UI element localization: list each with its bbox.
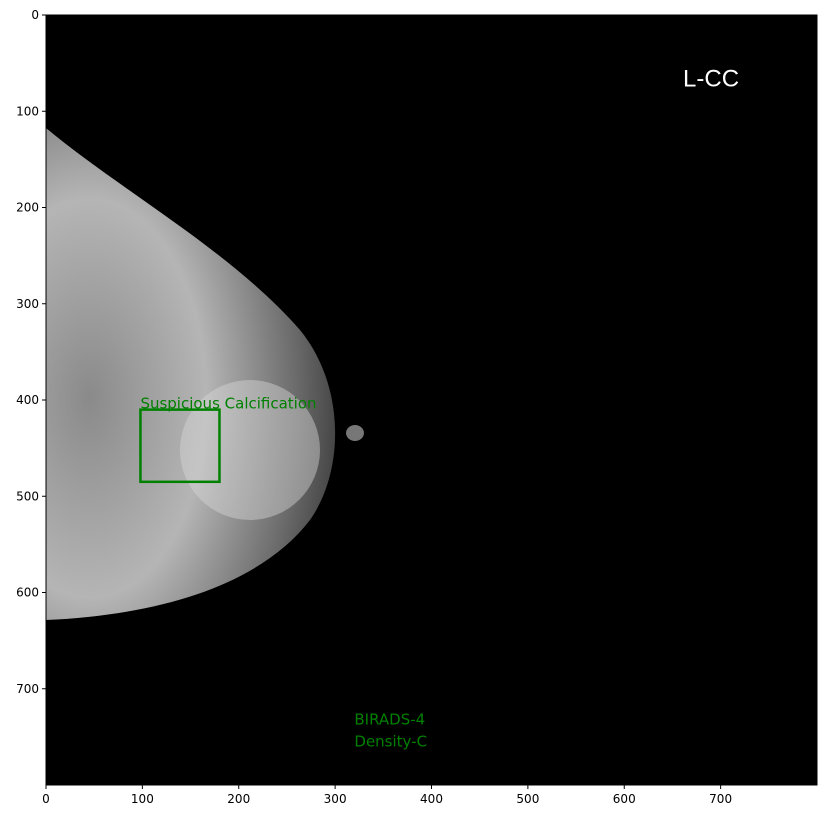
- y-tick-label: 300: [16, 297, 39, 311]
- y-tick-label: 600: [16, 586, 39, 600]
- breast-tissue: [46, 128, 336, 620]
- x-tick-label: 400: [420, 792, 443, 806]
- nipple: [346, 425, 364, 441]
- x-tick-label: 200: [227, 792, 250, 806]
- y-tick-label: 700: [16, 682, 39, 696]
- y-tick-label: 0: [31, 8, 39, 22]
- x-tick-label: 300: [324, 792, 347, 806]
- annotation: BIRADS-4: [354, 711, 425, 729]
- y-tick-label: 400: [16, 393, 39, 407]
- x-tick-label: 500: [516, 792, 539, 806]
- mammogram: [46, 128, 364, 620]
- dense-region: [180, 380, 320, 520]
- y-tick-label: 500: [16, 489, 39, 503]
- box-label: Suspicious Calcification: [140, 395, 316, 413]
- x-tick-label: 600: [613, 792, 636, 806]
- annotation-box: [139, 408, 221, 484]
- view-label: L-CC: [683, 66, 739, 93]
- x-tick-label: 100: [131, 792, 154, 806]
- x-tick-label: 700: [709, 792, 732, 806]
- y-tick-label: 100: [16, 104, 39, 118]
- annotation: Density-C: [354, 733, 427, 751]
- x-tick-label: 0: [42, 792, 50, 806]
- y-tick-label: 200: [16, 201, 39, 215]
